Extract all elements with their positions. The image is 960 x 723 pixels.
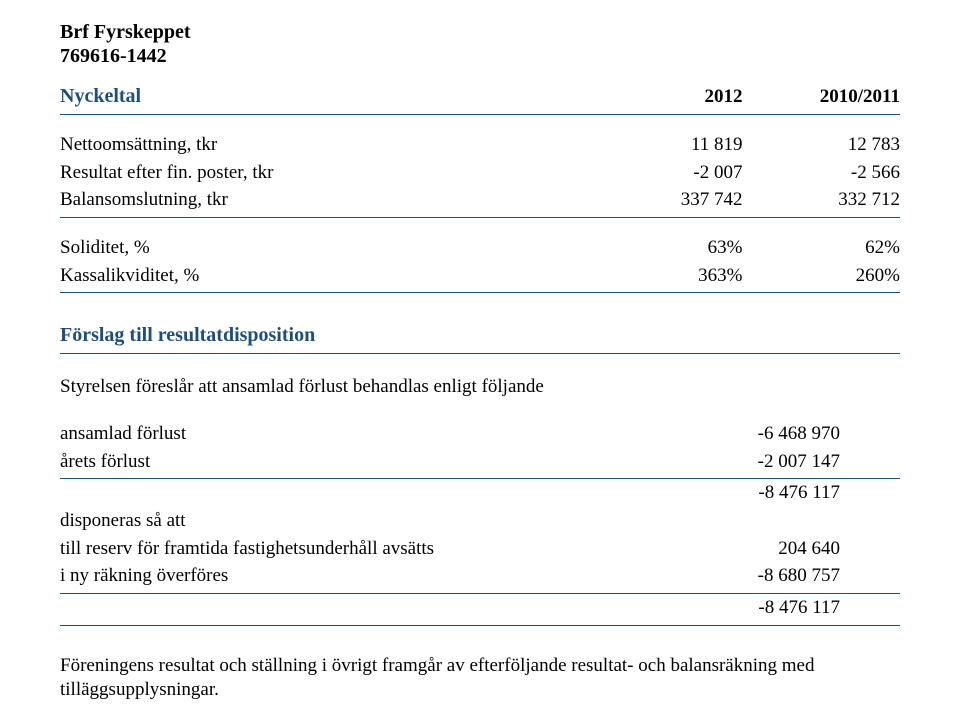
subtotal-value: -8 476 117 xyxy=(676,479,900,507)
subtotal-value: -8 476 117 xyxy=(676,594,900,622)
row-value: 204 640 xyxy=(676,535,900,563)
row-value: -2 566 xyxy=(743,159,901,187)
table-row: i ny räkning överföres -8 680 757 xyxy=(60,562,900,590)
page: Brf Fyrskeppet 769616-1442 Nyckeltal 201… xyxy=(0,0,960,723)
row-label: årets förlust xyxy=(60,448,676,476)
table-row: årets förlust -2 007 147 xyxy=(60,448,900,476)
section-title-nyckeltal: Nyckeltal xyxy=(60,85,141,107)
table-row: Soliditet, % 63% 62% xyxy=(60,234,900,262)
footer-note: Föreningens resultat och ställning i övr… xyxy=(60,654,900,703)
table-row: Resultat efter fin. poster, tkr -2 007 -… xyxy=(60,159,900,187)
nyckeltal-table: Nyckeltal 2012 2010/2011 Nettoomsättning… xyxy=(60,82,900,354)
table-row: Kassalikviditet, % 363% 260% xyxy=(60,262,900,290)
row-value: 363% xyxy=(606,262,743,290)
row-value: -2 007 147 xyxy=(676,448,900,476)
table-row: till reserv för framtida fastighetsunder… xyxy=(60,535,900,563)
table-row: -8 476 117 xyxy=(60,594,900,622)
forslag-intro: Styrelsen föreslår att ansamlad förlust … xyxy=(60,376,900,398)
table-row: disponeras så att xyxy=(60,507,900,535)
row-label: Nettoomsättning, tkr xyxy=(60,131,606,159)
row-value: 260% xyxy=(743,262,901,290)
section-title-forslag: Förslag till resultatdisposition xyxy=(60,324,315,346)
table-row: Nettoomsättning, tkr 11 819 12 783 xyxy=(60,131,900,159)
row-label: Resultat efter fin. poster, tkr xyxy=(60,159,606,187)
org-number: 769616-1442 xyxy=(60,44,900,68)
table-row: -8 476 117 xyxy=(60,479,900,507)
row-label: Balansomslutning, tkr xyxy=(60,186,606,214)
table-row: ansamlad förlust -6 468 970 xyxy=(60,420,900,448)
col-header-year2: 2010/2011 xyxy=(743,82,901,111)
row-value: 337 742 xyxy=(606,186,743,214)
row-label: disponeras så att xyxy=(60,507,676,535)
row-label: Soliditet, % xyxy=(60,234,606,262)
row-value: 12 783 xyxy=(743,131,901,159)
row-value: 62% xyxy=(743,234,901,262)
company-name: Brf Fyrskeppet xyxy=(60,20,900,44)
disposition-table: ansamlad förlust -6 468 970 årets förlus… xyxy=(60,420,900,625)
row-value: 63% xyxy=(606,234,743,262)
row-value: -6 468 970 xyxy=(676,420,900,448)
row-label: Kassalikviditet, % xyxy=(60,262,606,290)
row-label: ansamlad förlust xyxy=(60,420,676,448)
row-value: -8 680 757 xyxy=(676,562,900,590)
row-label: i ny räkning överföres xyxy=(60,562,676,590)
row-value: 11 819 xyxy=(606,131,743,159)
row-label: till reserv för framtida fastighetsunder… xyxy=(60,535,676,563)
table-row: Balansomslutning, tkr 337 742 332 712 xyxy=(60,186,900,214)
col-header-year1: 2012 xyxy=(606,82,743,111)
row-value: 332 712 xyxy=(743,186,901,214)
row-value: -2 007 xyxy=(606,159,743,187)
